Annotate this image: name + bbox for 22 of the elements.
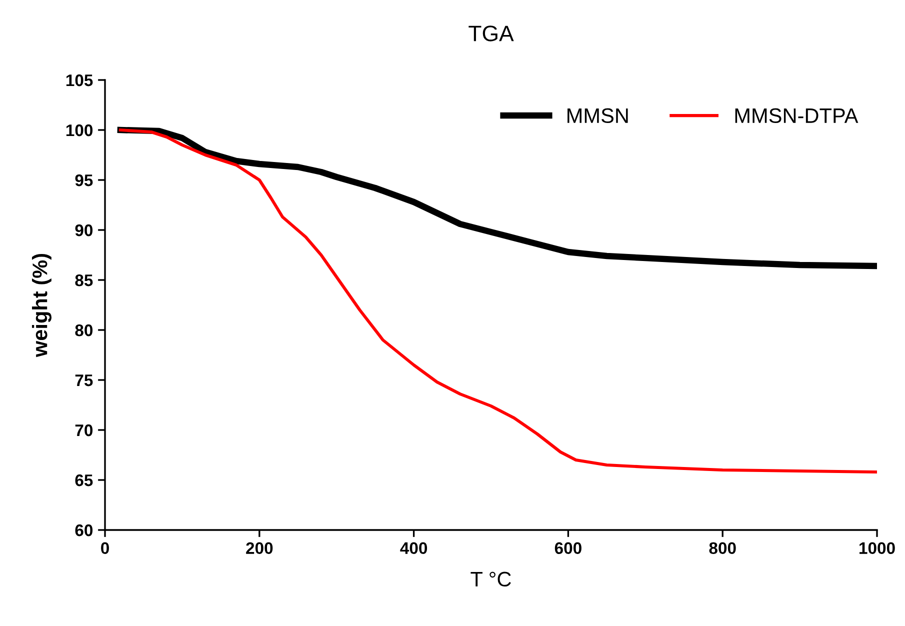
y-tick-label: 70 — [75, 424, 93, 436]
line-series — [118, 128, 877, 474]
chart-title: TGA — [468, 26, 514, 42]
y-tick-label: 75 — [75, 374, 93, 386]
legend-label: MMSN-DTPA — [735, 108, 858, 124]
y-tick-label: 95 — [75, 174, 93, 186]
y-tick-label: 105 — [66, 74, 93, 86]
x-tick-label: 600 — [554, 542, 582, 554]
y-tick-label: 65 — [75, 474, 93, 486]
legend-label: MMSN — [568, 108, 628, 124]
y-axis-title: weight (%) — [32, 254, 52, 358]
y-tick-label: 80 — [75, 324, 93, 336]
x-tick-label: 0 — [101, 542, 109, 554]
y-tick-label: 100 — [66, 124, 93, 136]
x-tick-label: 800 — [709, 542, 736, 554]
x-tick-label: 200 — [246, 542, 273, 554]
y-tick-label: 85 — [75, 274, 93, 286]
y-tick-label: 60 — [75, 524, 93, 536]
x-tick-label: 1000 — [860, 542, 895, 554]
y-tick-label: 90 — [75, 224, 93, 236]
x-tick-label: 400 — [400, 542, 428, 554]
x-axis-title: T °C — [470, 572, 511, 587]
